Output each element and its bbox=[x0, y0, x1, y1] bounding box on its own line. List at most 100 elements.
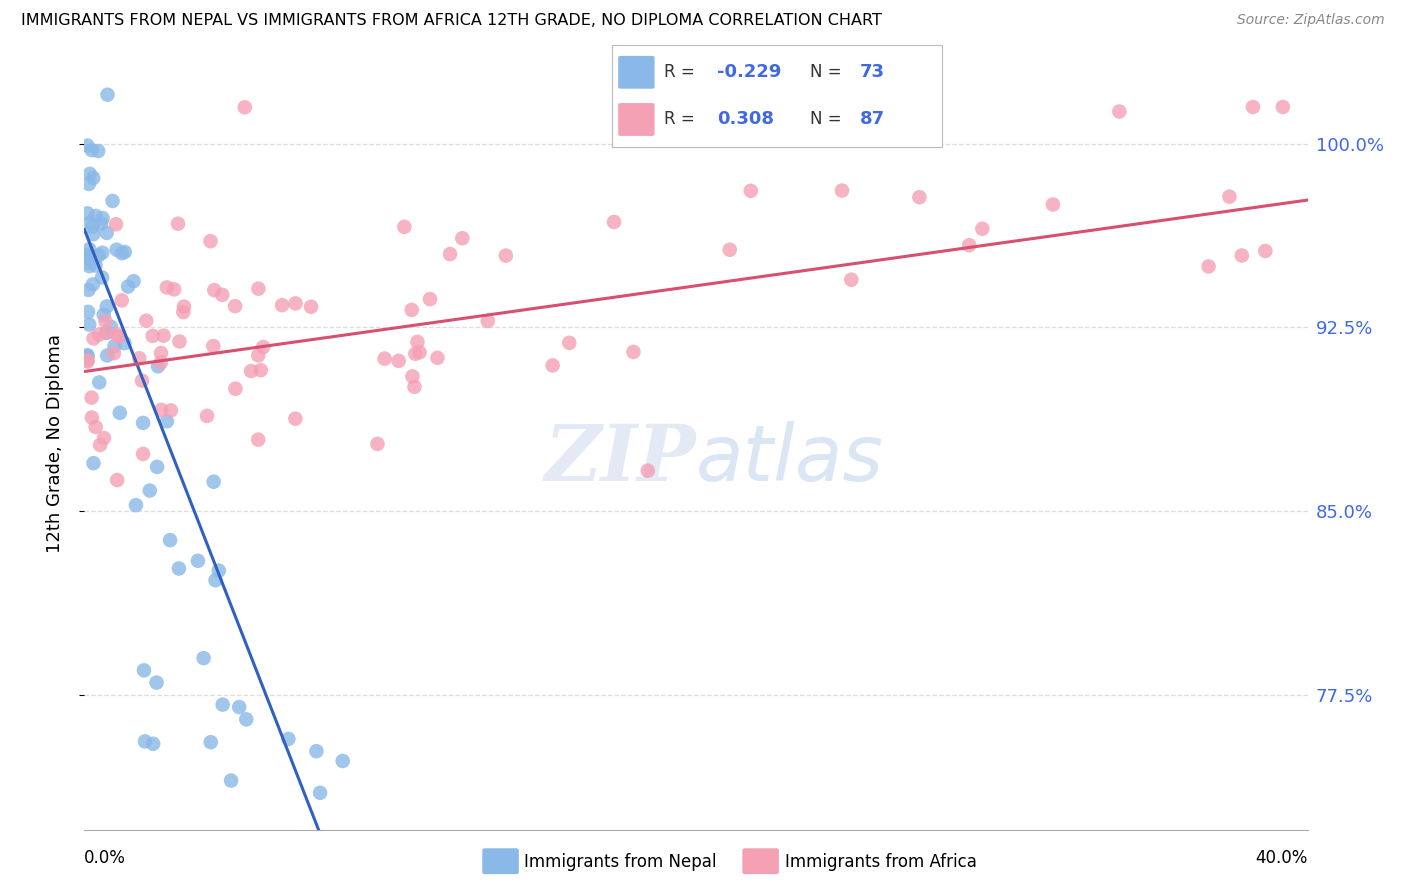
Point bbox=[89, 376, 111, 390]
Point bbox=[426, 351, 449, 365]
Point bbox=[305, 744, 328, 758]
Point bbox=[132, 664, 155, 678]
Point bbox=[76, 206, 98, 220]
Point bbox=[94, 314, 117, 328]
Point bbox=[163, 282, 186, 296]
Text: Immigrants from Africa: Immigrants from Africa bbox=[785, 853, 976, 871]
Point bbox=[202, 475, 225, 489]
Point bbox=[247, 348, 270, 362]
Point bbox=[419, 292, 441, 306]
Point bbox=[135, 314, 157, 328]
Point bbox=[93, 308, 115, 322]
Point bbox=[159, 533, 181, 548]
Point bbox=[131, 374, 153, 388]
Point bbox=[603, 215, 626, 229]
Point bbox=[558, 335, 581, 350]
Point bbox=[76, 354, 98, 368]
Point bbox=[132, 447, 155, 461]
Point bbox=[80, 391, 103, 405]
Point bbox=[187, 554, 209, 568]
Point bbox=[277, 731, 299, 746]
Point bbox=[105, 473, 128, 487]
Point bbox=[82, 277, 104, 292]
Point bbox=[84, 420, 107, 434]
Point bbox=[1230, 248, 1253, 262]
Point bbox=[299, 300, 322, 314]
Point bbox=[114, 244, 136, 259]
Point bbox=[404, 380, 426, 394]
Point bbox=[128, 351, 150, 366]
Point bbox=[1198, 260, 1220, 274]
Point bbox=[200, 735, 222, 749]
Text: 0.308: 0.308 bbox=[717, 111, 775, 128]
Y-axis label: 12th Grade, No Diploma: 12th Grade, No Diploma bbox=[45, 334, 63, 553]
Point bbox=[160, 403, 183, 417]
Point bbox=[623, 345, 645, 359]
Point bbox=[156, 280, 179, 294]
Text: R =: R = bbox=[665, 63, 700, 81]
Point bbox=[112, 336, 135, 351]
Point bbox=[108, 406, 131, 420]
Text: IMMIGRANTS FROM NEPAL VS IMMIGRANTS FROM AFRICA 12TH GRADE, NO DIPLOMA CORRELATI: IMMIGRANTS FROM NEPAL VS IMMIGRANTS FROM… bbox=[21, 13, 882, 29]
Point bbox=[146, 459, 169, 474]
Point bbox=[77, 318, 100, 332]
Point bbox=[477, 314, 499, 328]
Point bbox=[96, 326, 118, 340]
Text: N =: N = bbox=[810, 111, 846, 128]
Text: 40.0%: 40.0% bbox=[1256, 849, 1308, 867]
Point bbox=[122, 274, 145, 288]
Point bbox=[149, 355, 172, 369]
Point bbox=[82, 456, 104, 470]
Point bbox=[957, 238, 980, 252]
Point bbox=[100, 319, 122, 334]
Point bbox=[79, 216, 101, 230]
Point bbox=[740, 184, 762, 198]
Point bbox=[169, 334, 191, 349]
Point bbox=[125, 498, 148, 512]
Point bbox=[152, 328, 174, 343]
Point bbox=[76, 251, 98, 265]
Point bbox=[76, 348, 98, 362]
Point bbox=[77, 177, 100, 191]
Point bbox=[134, 734, 156, 748]
Point bbox=[831, 184, 853, 198]
Point bbox=[142, 737, 165, 751]
Text: 0.0%: 0.0% bbox=[84, 849, 127, 867]
Point bbox=[117, 279, 139, 293]
Point bbox=[101, 194, 124, 208]
Point bbox=[1042, 197, 1064, 211]
Point bbox=[908, 190, 931, 204]
Text: R =: R = bbox=[665, 111, 700, 128]
Point bbox=[332, 754, 354, 768]
Point bbox=[388, 354, 411, 368]
Point bbox=[84, 259, 107, 273]
Point bbox=[972, 221, 994, 235]
Point bbox=[82, 219, 104, 234]
Point bbox=[139, 483, 162, 498]
Point bbox=[76, 247, 98, 261]
Point bbox=[172, 305, 194, 319]
Point bbox=[108, 329, 131, 343]
Point bbox=[105, 217, 128, 231]
Point bbox=[1254, 244, 1277, 258]
Point bbox=[87, 327, 110, 342]
Point bbox=[211, 287, 233, 301]
Point bbox=[167, 217, 190, 231]
Point bbox=[96, 300, 118, 314]
FancyBboxPatch shape bbox=[619, 103, 655, 136]
Point bbox=[103, 339, 125, 353]
Point bbox=[79, 242, 101, 256]
Point bbox=[142, 329, 165, 343]
Point bbox=[1241, 100, 1264, 114]
Text: Immigrants from Nepal: Immigrants from Nepal bbox=[524, 853, 717, 871]
Point bbox=[82, 171, 104, 186]
Point bbox=[309, 786, 332, 800]
Point bbox=[91, 245, 114, 260]
Point bbox=[1271, 100, 1294, 114]
Point bbox=[202, 283, 225, 297]
Point bbox=[111, 293, 134, 308]
Point bbox=[173, 300, 195, 314]
Point bbox=[228, 700, 250, 714]
Point bbox=[401, 369, 423, 384]
Point bbox=[1218, 189, 1240, 203]
